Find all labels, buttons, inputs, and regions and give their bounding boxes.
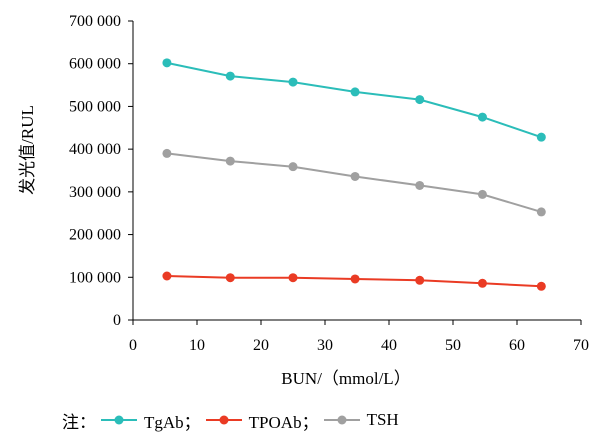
data-point-tpoab (288, 273, 298, 283)
y-tick-label: 600 000 (69, 56, 121, 73)
y-tick-label: 400 000 (69, 141, 121, 158)
y-tick-label: 700 000 (69, 13, 121, 30)
data-point-tgab (536, 132, 546, 142)
legend-marker-tsh (323, 415, 360, 425)
data-point-tpoab (162, 271, 172, 281)
data-point-tsh (225, 156, 235, 166)
data-point-tpoab (350, 274, 360, 284)
axes: 0 100 000 200 000 300 000 400 000 500 000 600 … (69, 13, 589, 354)
y-tick-label: 300 000 (69, 184, 121, 201)
series-tpoab (162, 271, 546, 291)
data-point-tsh (415, 180, 425, 190)
data-point-tsh (536, 207, 546, 217)
legend-label-tgab: TgAb； (144, 412, 201, 432)
legend-label-tpoab: TPOAb； (248, 412, 319, 432)
legend-item-tpoab: TPOAb； (201, 408, 319, 433)
legend-marker-tpoab (205, 415, 242, 425)
data-point-tsh (162, 148, 172, 158)
series-line-tsh (166, 152, 542, 213)
x-tick-label: 30 (317, 337, 333, 354)
data-point-tpoab (536, 281, 546, 291)
x-tick-label: 50 (445, 337, 461, 354)
data-point-tgab (162, 58, 172, 68)
x-tick-label: 0 (129, 337, 137, 354)
x-axis-title: BUN/（mmol/L） (281, 369, 410, 388)
x-tick-label: 60 (509, 337, 525, 354)
x-tick-label: 10 (189, 337, 205, 354)
legend-label-tsh: TSH (366, 410, 399, 429)
data-point-tpoab (225, 273, 235, 283)
data-point-tgab (415, 95, 425, 105)
series-layer (162, 58, 546, 291)
series-line-tgab (166, 61, 542, 139)
y-axis-title: 发光值/RUL (18, 105, 37, 195)
data-point-tgab (225, 71, 235, 81)
x-tick-label: 20 (253, 337, 269, 354)
y-tick-label: 500 000 (69, 98, 121, 115)
data-point-tgab (350, 87, 360, 97)
y-tick-label: 200 000 (69, 227, 121, 244)
series-tsh (162, 148, 546, 217)
x-tick-label: 40 (381, 337, 397, 354)
data-point-tsh (477, 189, 487, 199)
y-tick-label: 0 (113, 312, 121, 329)
legend-prefix: 注： (62, 412, 96, 432)
series-tgab (162, 58, 546, 142)
data-point-tgab (288, 77, 298, 87)
data-point-tgab (477, 112, 487, 122)
y-tick-label: 100 000 (69, 269, 121, 286)
legend-item-tsh: TSH (319, 410, 399, 430)
data-point-tsh (288, 162, 298, 172)
legend: 注： TgAb； TPOAb； TSH (62, 408, 399, 433)
data-point-tpoab (477, 278, 487, 288)
data-point-tsh (350, 171, 360, 181)
data-point-tpoab (415, 275, 425, 285)
legend-item-tgab: TgAb； (96, 408, 201, 433)
x-tick-label: 70 (573, 337, 589, 354)
legend-marker-tgab (101, 415, 137, 425)
